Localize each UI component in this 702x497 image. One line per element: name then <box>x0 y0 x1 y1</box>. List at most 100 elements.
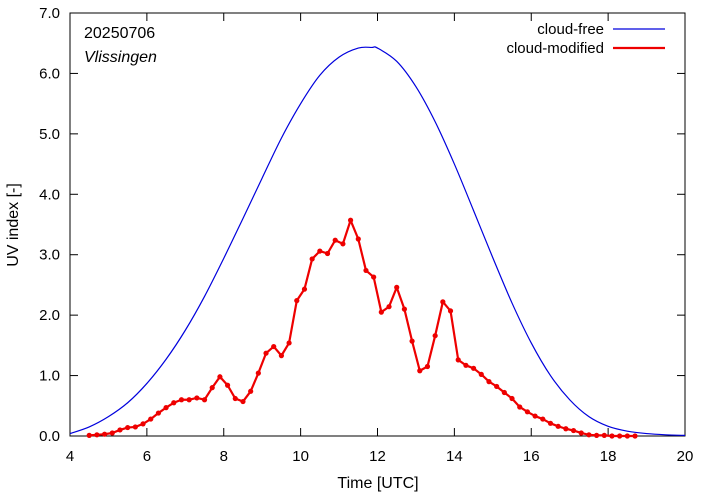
x-tick-label: 10 <box>292 448 309 465</box>
x-tick-label: 20 <box>677 448 694 465</box>
data-point-cloud-modified <box>186 397 192 403</box>
data-point-cloud-modified <box>140 421 146 427</box>
data-point-cloud-modified <box>86 432 92 438</box>
y-tick-label: 0.0 <box>39 428 60 445</box>
data-point-cloud-modified <box>355 236 361 242</box>
data-point-cloud-modified <box>171 400 177 406</box>
data-point-cloud-modified <box>455 357 461 363</box>
data-point-cloud-modified <box>378 309 384 315</box>
data-point-cloud-modified <box>132 424 138 430</box>
data-point-cloud-modified <box>463 362 469 368</box>
data-point-cloud-modified <box>286 340 292 346</box>
data-point-cloud-modified <box>494 383 500 390</box>
data-point-cloud-modified <box>309 256 315 262</box>
data-point-cloud-modified <box>248 388 254 394</box>
data-point-cloud-modified <box>501 389 507 396</box>
data-point-cloud-modified <box>255 370 261 376</box>
date-annotation: 20250706 <box>84 25 155 42</box>
data-point-cloud-modified <box>240 398 246 405</box>
data-point-cloud-modified <box>617 433 623 439</box>
data-point-cloud-modified <box>478 371 484 377</box>
data-point-cloud-modified <box>424 363 431 370</box>
data-point-cloud-modified <box>209 385 215 391</box>
data-point-cloud-modified <box>547 420 554 426</box>
data-point-cloud-modified <box>601 432 607 438</box>
data-point-cloud-modified <box>593 432 600 438</box>
x-tick-label: 8 <box>220 448 228 465</box>
data-point-cloud-modified <box>201 397 208 403</box>
data-point-cloud-modified <box>155 410 162 416</box>
data-point-cloud-modified <box>94 432 100 438</box>
data-point-cloud-modified <box>447 308 454 314</box>
data-point-cloud-modified <box>101 431 108 437</box>
legend: cloud-free cloud-modified <box>506 21 665 57</box>
legend-label-cloud-free: cloud-free <box>537 21 604 38</box>
legend-label-cloud-modified: cloud-modified <box>506 40 604 57</box>
data-point-cloud-modified <box>509 395 515 402</box>
station-annotation: Vlissingen <box>84 49 157 66</box>
x-tick-label: 18 <box>600 448 617 465</box>
data-point-cloud-modified <box>532 413 538 419</box>
axis-ticks: 4 6 8 10 12 14 16 18 20 0.0 1.0 2.0 3.0 4.0 5.0 6.0 7.0 <box>39 5 693 465</box>
data-point-cloud-modified <box>570 427 577 434</box>
series-layer <box>69 46 686 439</box>
data-point-cloud-modified <box>394 284 400 290</box>
data-point-cloud-modified <box>386 304 392 310</box>
data-point-cloud-modified <box>263 350 269 356</box>
data-point-cloud-modified <box>232 395 238 402</box>
y-tick-label: 7.0 <box>39 5 60 22</box>
x-tick-label: 16 <box>523 448 540 465</box>
data-point-cloud-modified <box>194 395 200 401</box>
x-tick-label: 14 <box>446 448 463 465</box>
y-tick-label: 3.0 <box>39 247 60 264</box>
data-point-cloud-modified <box>271 343 277 350</box>
data-point-cloud-modified <box>332 237 338 243</box>
data-point-cloud-modified <box>347 217 354 223</box>
data-point-cloud-modified <box>470 365 477 371</box>
data-point-cloud-modified <box>109 430 115 436</box>
data-point-cloud-modified <box>540 416 546 422</box>
data-point-cloud-modified <box>363 267 369 274</box>
data-point-cloud-modified <box>178 397 185 403</box>
y-tick-label: 2.0 <box>39 307 60 324</box>
data-point-cloud-modified <box>624 433 630 439</box>
data-point-cloud-modified <box>409 338 415 344</box>
data-point-cloud-modified <box>324 250 331 257</box>
data-point-cloud-modified <box>224 382 231 388</box>
y-tick-label: 1.0 <box>39 368 60 385</box>
data-point-cloud-modified <box>317 248 323 254</box>
x-axis-title: Time [UTC] <box>337 475 418 492</box>
data-point-cloud-modified <box>563 426 569 432</box>
data-point-cloud-modified <box>371 274 377 280</box>
data-point-cloud-modified <box>609 433 615 439</box>
data-point-cloud-modified <box>524 409 531 415</box>
data-point-cloud-modified <box>148 416 154 422</box>
data-point-cloud-modified <box>125 424 131 431</box>
data-point-cloud-modified <box>555 423 561 429</box>
data-point-cloud-modified <box>632 433 638 439</box>
data-point-cloud-modified <box>163 405 169 411</box>
y-tick-label: 5.0 <box>39 126 60 143</box>
x-tick-label: 12 <box>369 448 386 465</box>
y-tick-label: 6.0 <box>39 65 60 82</box>
data-point-cloud-modified <box>278 353 285 359</box>
x-tick-label: 6 <box>143 448 151 465</box>
data-point-cloud-modified <box>486 379 492 385</box>
series-line-cloud-modified <box>89 219 636 438</box>
data-point-cloud-modified <box>586 432 592 438</box>
data-point-cloud-modified <box>440 299 446 305</box>
data-point-cloud-modified <box>294 298 300 304</box>
y-tick-label: 4.0 <box>39 186 60 203</box>
data-point-cloud-modified <box>432 333 438 339</box>
data-point-cloud-modified <box>217 374 223 380</box>
data-point-cloud-modified <box>340 241 346 247</box>
plot-frame <box>69 12 686 437</box>
series-line-cloud-free <box>69 46 686 436</box>
data-point-cloud-modified <box>117 427 123 433</box>
data-point-cloud-modified <box>578 430 584 436</box>
data-point-cloud-modified <box>301 286 308 292</box>
data-point-cloud-modified <box>417 368 423 374</box>
y-axis-title: UV index [-] <box>5 183 22 267</box>
data-point-cloud-modified <box>401 306 408 312</box>
